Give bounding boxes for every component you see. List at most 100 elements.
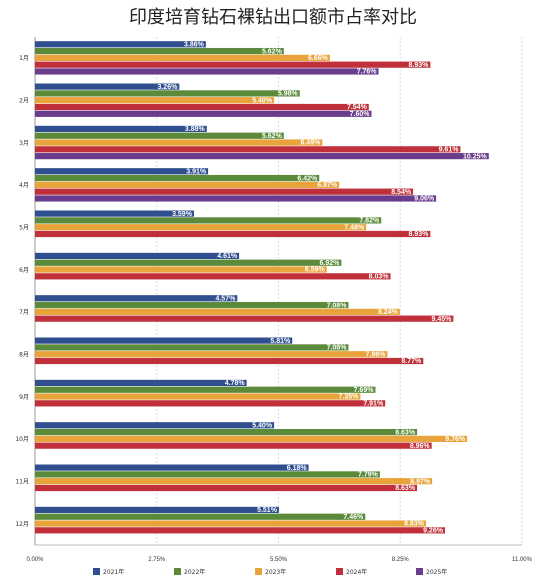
bar bbox=[35, 295, 238, 302]
bar bbox=[35, 168, 209, 175]
data-label: 7.76% bbox=[357, 69, 378, 76]
legend-label: 2023年 bbox=[265, 568, 286, 576]
bar bbox=[35, 125, 207, 133]
bar bbox=[35, 315, 454, 322]
data-label: 7.69% bbox=[354, 387, 375, 394]
category-label: 5月 bbox=[19, 225, 29, 232]
data-label: 7.91% bbox=[363, 401, 384, 408]
data-label: 8.63% bbox=[395, 485, 416, 492]
data-label: 6.59% bbox=[305, 267, 326, 274]
data-label: 7.08% bbox=[327, 345, 348, 352]
bar bbox=[35, 47, 284, 55]
bar bbox=[35, 400, 386, 407]
data-label: 6.92% bbox=[320, 260, 341, 267]
bar bbox=[35, 210, 194, 217]
bar bbox=[35, 266, 327, 273]
legend-label: 2024年 bbox=[346, 568, 367, 576]
bar bbox=[35, 471, 380, 478]
data-label: 7.82% bbox=[359, 218, 380, 225]
bar bbox=[35, 337, 293, 344]
bar bbox=[35, 422, 275, 429]
data-label: 8.97% bbox=[410, 478, 431, 485]
data-label: 4.78% bbox=[225, 380, 246, 387]
data-label: 7.35% bbox=[339, 394, 360, 401]
category-label: 1月 bbox=[19, 55, 29, 62]
data-label: 6.87% bbox=[317, 182, 338, 189]
data-label: 4.61% bbox=[217, 253, 238, 260]
chart-bars bbox=[35, 41, 489, 534]
chart-grid bbox=[34, 37, 523, 546]
bar bbox=[35, 484, 418, 492]
data-label: 6.66% bbox=[308, 55, 329, 62]
legend-label: 2022年 bbox=[184, 568, 205, 576]
category-label: 11月 bbox=[15, 479, 29, 486]
data-label: 7.60% bbox=[350, 111, 371, 118]
chart-category-labels: 1月 2月 3月 4月 5月 6月 7月 8月 9月 10月 11月 12月 bbox=[15, 55, 29, 528]
bar bbox=[35, 146, 461, 153]
legend-swatch bbox=[174, 568, 181, 575]
bar bbox=[35, 308, 400, 315]
bar bbox=[35, 224, 367, 231]
bar bbox=[35, 506, 279, 514]
data-label: 5.81% bbox=[270, 338, 291, 345]
bar bbox=[35, 181, 340, 188]
data-label: 9.45% bbox=[432, 316, 453, 323]
category-label: 12月 bbox=[15, 521, 29, 528]
data-label: 9.06% bbox=[414, 196, 435, 203]
chart-title: 印度培育钻石裸钻出口额市占率对比 bbox=[129, 7, 417, 28]
bar bbox=[35, 61, 431, 68]
bar bbox=[35, 41, 206, 48]
data-label: 8.63% bbox=[395, 429, 416, 436]
bar bbox=[35, 217, 382, 224]
data-label: 5.51% bbox=[257, 507, 278, 514]
data-label: 7.54% bbox=[347, 104, 368, 111]
bar bbox=[35, 520, 426, 527]
legend-swatch bbox=[255, 568, 262, 575]
bar bbox=[35, 110, 372, 117]
bar bbox=[35, 464, 309, 471]
bar bbox=[35, 428, 418, 436]
data-label: 6.18% bbox=[287, 465, 308, 472]
chart-x-tick-labels: 0.00% 2.75% 5.50% 8.25% 11.00% bbox=[26, 557, 532, 563]
data-label: 3.86% bbox=[184, 41, 205, 48]
bar bbox=[35, 478, 433, 485]
data-label: 9.26% bbox=[423, 528, 444, 535]
data-label: 9.76% bbox=[445, 436, 466, 443]
data-label: 9.61% bbox=[439, 147, 460, 154]
legend-label: 2021年 bbox=[103, 568, 124, 576]
data-label: 10.25% bbox=[463, 153, 488, 160]
bar bbox=[35, 435, 468, 442]
data-label: 8.77% bbox=[401, 358, 422, 365]
data-label: 3.88% bbox=[185, 126, 206, 133]
data-label: 7.48% bbox=[344, 224, 365, 231]
data-label: 4.57% bbox=[215, 295, 236, 302]
bar bbox=[35, 344, 349, 351]
category-label: 4月 bbox=[19, 182, 29, 189]
data-label: 6.42% bbox=[297, 175, 318, 182]
bar bbox=[35, 386, 376, 393]
bar bbox=[35, 357, 424, 365]
bar bbox=[35, 259, 342, 266]
category-label: 6月 bbox=[19, 267, 29, 274]
legend-label: 2025年 bbox=[426, 568, 447, 576]
data-label: 5.98% bbox=[278, 91, 299, 98]
category-label: 9月 bbox=[19, 394, 29, 401]
data-label: 3.59% bbox=[172, 211, 193, 218]
legend-swatch bbox=[93, 568, 100, 575]
bar bbox=[35, 188, 414, 195]
bar bbox=[35, 527, 445, 534]
data-label: 7.46% bbox=[343, 514, 364, 521]
data-label: 5.40% bbox=[252, 97, 273, 104]
bar bbox=[35, 273, 391, 280]
bar bbox=[35, 351, 388, 358]
bar bbox=[35, 103, 369, 111]
bar bbox=[35, 513, 366, 520]
x-tick-label: 2.75% bbox=[148, 557, 166, 563]
x-tick-label: 8.25% bbox=[392, 557, 410, 563]
data-label: 7.79% bbox=[358, 472, 379, 479]
category-label: 8月 bbox=[19, 352, 29, 359]
x-tick-label: 11.00% bbox=[512, 557, 533, 563]
chart-legend: 2021年 2022年 2023年 2024年 2025年 bbox=[93, 568, 447, 576]
bar bbox=[35, 379, 247, 387]
